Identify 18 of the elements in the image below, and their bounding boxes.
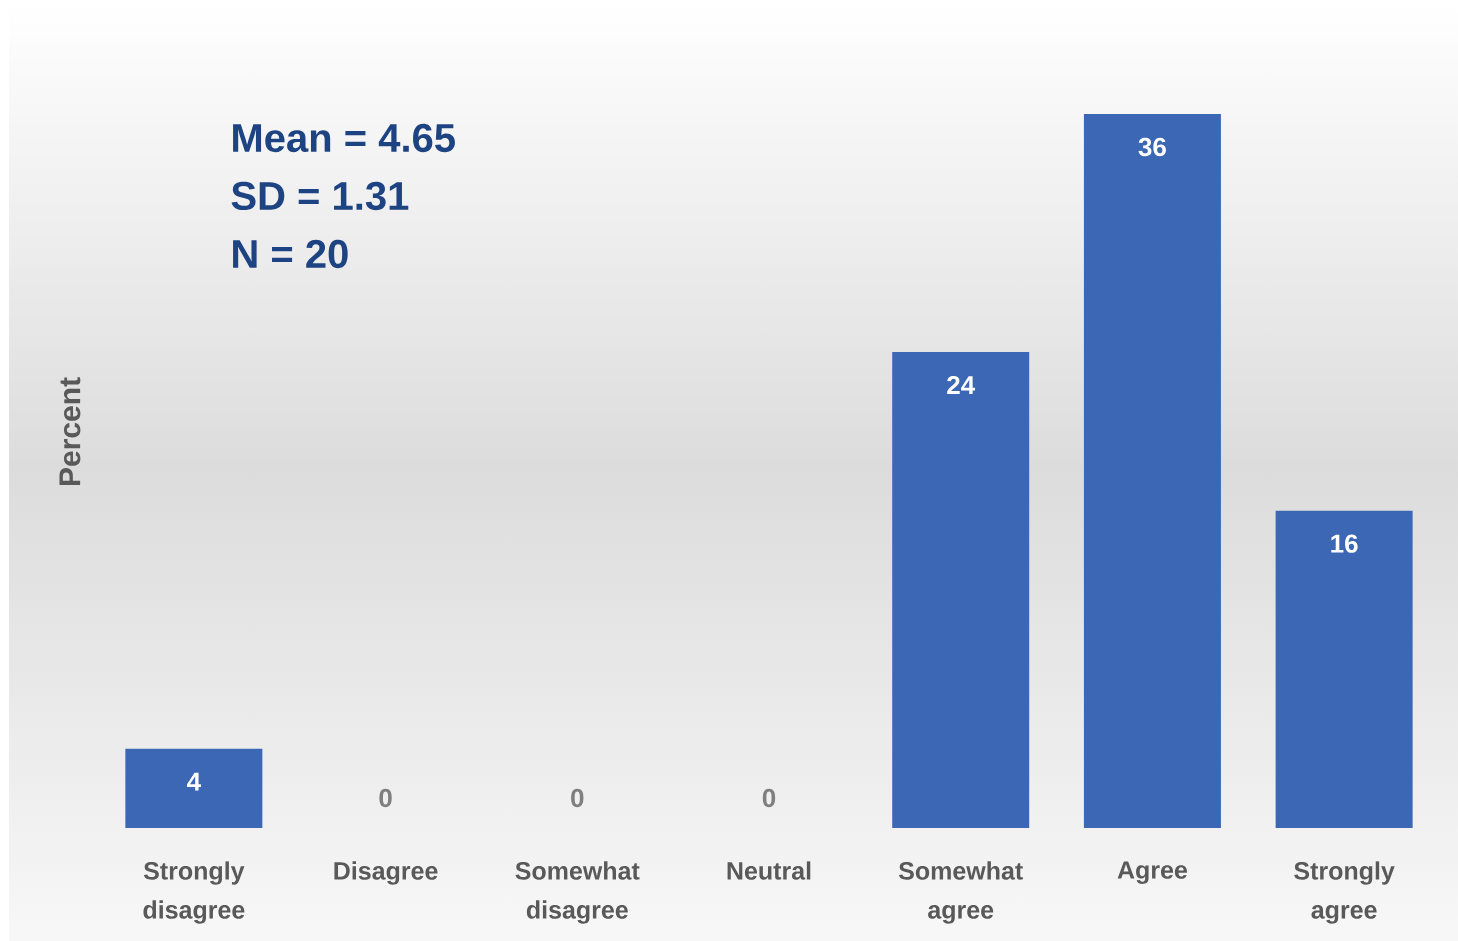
- data-label: 4: [187, 772, 201, 791]
- annotation: N = 20: [233, 239, 348, 269]
- annotation: SD = 1.31: [231, 181, 409, 211]
- x-tick-label: Somewhat agree: [898, 861, 1023, 924]
- data-label: 16: [1331, 534, 1358, 553]
- data-label: 24: [947, 375, 976, 395]
- x-tick-label: Strongly disagree: [143, 861, 245, 924]
- data-label: 0: [571, 788, 584, 808]
- x-tick-label: Disagree: [334, 861, 438, 885]
- x-tick-label: Somewhat disagree: [515, 861, 640, 924]
- annotation: Mean = 4.65: [233, 123, 455, 153]
- data-label: 0: [762, 788, 776, 808]
- data-label: 0: [379, 788, 392, 808]
- x-tick-label: Neutral: [727, 861, 811, 880]
- y-axis-title: Percent: [59, 377, 81, 486]
- x-tick-label: Strongly agree: [1294, 861, 1395, 924]
- x-tick-label: Agree: [1117, 861, 1187, 884]
- data-label: 36: [1138, 137, 1166, 157]
